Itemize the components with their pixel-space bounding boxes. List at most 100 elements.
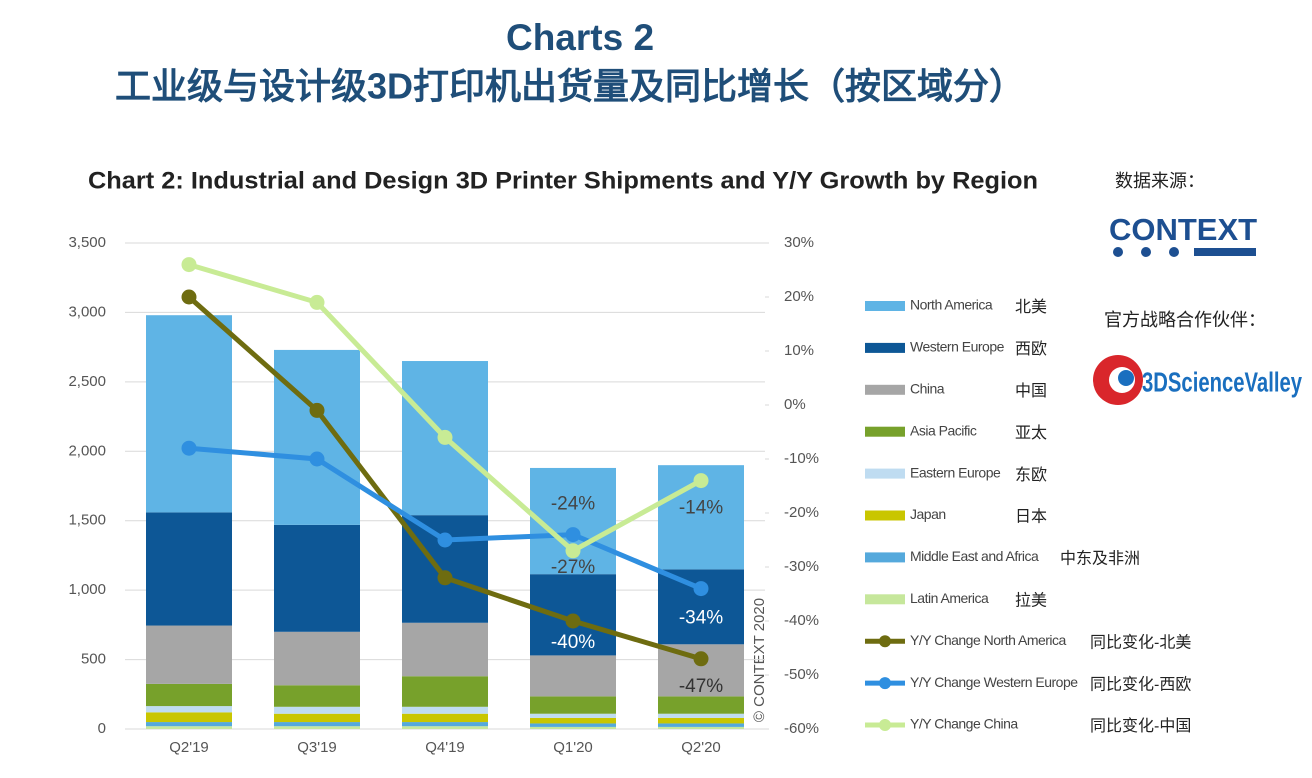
x-tick-label: Q2'19: [169, 739, 209, 756]
bar: [530, 723, 616, 727]
legend-swatch: [865, 594, 905, 605]
data-label: -24%: [551, 494, 595, 515]
bar: [146, 512, 232, 626]
line-point: [181, 440, 197, 456]
bar: [146, 625, 232, 684]
bar: [274, 631, 360, 686]
bar: [402, 722, 488, 727]
logo-dots: [1113, 247, 1256, 257]
y2-tick-label: -60%: [784, 720, 819, 737]
y2-tick-label: -10%: [784, 450, 819, 467]
legend-swatch: [865, 426, 905, 437]
legend-label-cn: 同比变化-中国: [1090, 717, 1191, 735]
line-point: [309, 294, 325, 310]
y-tick-label: 3,000: [68, 303, 106, 320]
line-point: [437, 532, 453, 548]
bar: [274, 524, 360, 632]
legend-label: Y/Y Change Western Europe: [910, 674, 1078, 690]
bar: [658, 713, 744, 718]
bar: [146, 315, 232, 513]
line-point: [309, 402, 325, 418]
legend-swatch: [865, 301, 905, 311]
data-label: -40%: [551, 632, 595, 653]
page-subtitle: 工业级与设计级3D打印机出货量及同比增长（按区域分）: [115, 66, 1025, 107]
bar: [274, 722, 360, 727]
bar: [146, 706, 232, 713]
line-point: [309, 451, 325, 467]
data-label: -27%: [551, 557, 595, 578]
bar: [530, 713, 616, 718]
bar: [658, 726, 744, 729]
source-logo: CONTEXT: [1109, 212, 1257, 247]
bar: [402, 726, 488, 729]
line-point: [565, 543, 581, 559]
legend-swatch: [865, 510, 905, 521]
legend-swatch: [865, 468, 905, 479]
bar: [274, 713, 360, 723]
y2-tick-label: -30%: [784, 558, 819, 575]
bar: [658, 723, 744, 727]
y2-tick-label: -20%: [784, 504, 819, 521]
y-tick-label: 1,500: [68, 512, 106, 529]
bar: [530, 655, 616, 697]
y2-tick-label: 20%: [784, 288, 814, 305]
legend-label: Y/Y Change China: [910, 716, 1018, 732]
legend-swatch: [865, 552, 905, 563]
x-tick-label: Q1'20: [553, 739, 593, 756]
data-label: -14%: [679, 498, 723, 519]
legend-label: Western Europe: [910, 339, 1005, 355]
legend-swatch: [865, 342, 905, 353]
legend-label: China: [910, 381, 945, 397]
y-tick-label: 2,000: [68, 442, 106, 459]
bar: [658, 696, 744, 714]
legend-label-cn: 中东及非洲: [1060, 550, 1140, 568]
legend-swatch: [879, 719, 891, 731]
bar: [530, 726, 616, 729]
legend-swatch: [879, 635, 891, 648]
legend-label-cn: 北美: [1015, 298, 1047, 316]
source-label: 数据来源：: [1115, 171, 1205, 191]
bar: [274, 726, 360, 729]
legend-label: Asia Pacific: [910, 422, 977, 438]
x-tick-label: Q4'19: [425, 739, 465, 756]
legend-swatch: [879, 677, 891, 690]
bar: [402, 706, 488, 714]
line-point: [181, 289, 197, 305]
bar: [274, 706, 360, 714]
line-point: [693, 651, 709, 667]
data-label: -47%: [679, 676, 723, 697]
bar: [402, 676, 488, 707]
data-label: -34%: [679, 608, 723, 629]
bar: [530, 696, 616, 714]
y2-tick-label: 0%: [784, 396, 806, 413]
legend-label: Eastern Europe: [910, 464, 1001, 480]
legend-label-cn: 西欧: [1015, 340, 1047, 358]
line-point: [437, 429, 453, 445]
line-point: [693, 581, 709, 597]
bar: [146, 726, 232, 729]
x-tick-label: Q2'20: [681, 739, 721, 756]
line-point: [437, 570, 453, 586]
bar: [530, 717, 616, 724]
partner-logo-icon: [1118, 370, 1134, 386]
y-tick-label: 500: [81, 651, 106, 668]
y2-tick-label: -40%: [784, 612, 819, 629]
legend-label-cn: 日本: [1015, 508, 1047, 526]
line-point: [565, 527, 581, 543]
bar: [658, 717, 744, 724]
x-tick-label: Q3'19: [297, 739, 337, 756]
legend-label-cn: 拉美: [1015, 592, 1047, 610]
y2-tick-label: 30%: [784, 234, 814, 251]
partner-label: 官方战略合作伙伴：: [1104, 310, 1266, 330]
bar: [146, 683, 232, 707]
legend-label-cn: 同比变化-西欧: [1090, 675, 1191, 693]
y2-tick-label: -50%: [784, 666, 819, 683]
chart-title: Chart 2: Industrial and Design 3D Printe…: [88, 167, 1038, 194]
bar: [146, 712, 232, 723]
partner-logo: 3DScienceValley: [1142, 366, 1302, 397]
legend-label: North America: [910, 297, 993, 313]
line-point: [693, 473, 709, 489]
bar: [274, 349, 360, 525]
